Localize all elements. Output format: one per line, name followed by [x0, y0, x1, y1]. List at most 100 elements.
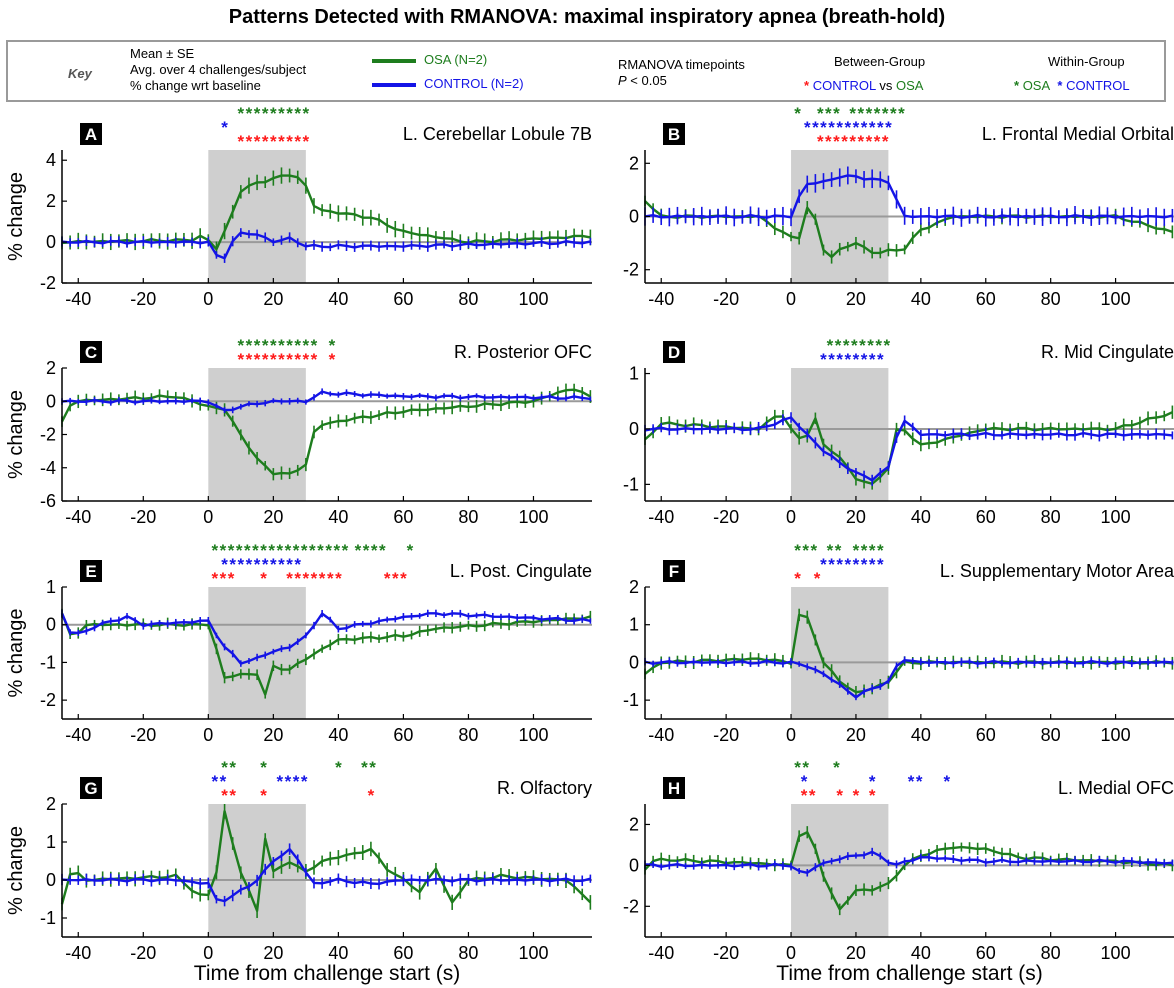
- sig-star-within-control: *: [861, 350, 868, 369]
- sig-star-within-control: *: [828, 350, 835, 369]
- rmanova-threshold: P < 0.05: [618, 73, 667, 88]
- x-tick-label: 80: [458, 943, 478, 963]
- sig-star-within-osa: *: [286, 104, 293, 123]
- sig-star-between: *: [238, 350, 245, 369]
- osa-legend-line: [372, 59, 416, 63]
- sig-star-within-osa: *: [866, 104, 873, 123]
- x-axis-label: Time from challenge start (s): [776, 962, 1042, 985]
- sig-star-between: *: [833, 132, 840, 151]
- x-tick-label: -40: [648, 943, 674, 963]
- sig-star-within-osa: *: [898, 104, 905, 123]
- sig-star-between: *: [286, 132, 293, 151]
- sig-star-within-osa: *: [238, 104, 245, 123]
- sig-star-between: *: [303, 569, 310, 588]
- region-title: L. Medial OFC: [1058, 778, 1174, 798]
- sig-star-within-osa: *: [890, 104, 897, 123]
- sig-star-within-osa: *: [851, 336, 858, 355]
- sig-star-between: *: [319, 569, 326, 588]
- sig-star-between: *: [368, 786, 375, 805]
- sig-star-within-control: *: [812, 118, 819, 137]
- x-tick-label: -20: [130, 725, 156, 745]
- sig-star-within-osa: *: [246, 104, 253, 123]
- x-tick-label: 20: [263, 725, 283, 745]
- sig-star-within-control: *: [278, 555, 285, 574]
- sig-star-within-osa: *: [270, 336, 277, 355]
- x-tick-label: -40: [65, 943, 91, 963]
- sig-star-within-osa: *: [335, 758, 342, 777]
- sig-star-within-control: *: [861, 118, 868, 137]
- x-tick-label: 100: [1101, 943, 1131, 963]
- sig-star-within-osa: *: [303, 336, 310, 355]
- sig-star-within-control: *: [836, 555, 843, 574]
- x-tick-label: 80: [1041, 507, 1061, 527]
- y-tick-label: 0: [46, 232, 56, 252]
- sig-star-within-osa: *: [833, 104, 840, 123]
- sig-star-within-control: *: [877, 555, 884, 574]
- sig-star-within-control: *: [845, 555, 852, 574]
- sig-star-between: *: [303, 132, 310, 151]
- sig-star-within-control: *: [294, 555, 301, 574]
- sig-star-between: *: [254, 132, 261, 151]
- sig-star-within-control: *: [828, 555, 835, 574]
- sig-star-within-osa: *: [221, 758, 228, 777]
- sig-star-within-control: *: [869, 118, 876, 137]
- sig-star-between: *: [858, 132, 865, 151]
- sig-star-within-control: *: [877, 350, 884, 369]
- sig-star-within-osa: *: [262, 104, 269, 123]
- sig-star-within-osa: *: [843, 336, 850, 355]
- sig-star-within-control: *: [246, 555, 253, 574]
- sig-star-between: *: [262, 350, 269, 369]
- key-note-mean: Mean ± SE: [130, 46, 195, 61]
- key-note-avg: Avg. over 4 challenges/subject: [130, 62, 307, 77]
- sig-star-within-osa: *: [333, 541, 340, 560]
- sig-star-within-control: *: [853, 118, 860, 137]
- sig-star-within-control: *: [801, 772, 808, 791]
- challenge-window-shade: [791, 587, 889, 719]
- sig-star-within-osa: *: [874, 104, 881, 123]
- x-tick-label: -20: [130, 943, 156, 963]
- x-tick-label: 100: [518, 943, 548, 963]
- sig-star-between: *: [384, 569, 391, 588]
- sig-star-between: *: [229, 786, 236, 805]
- sig-star-between: *: [246, 132, 253, 151]
- series-line-control: [61, 231, 591, 260]
- x-axis-label: Time from challenge start (s): [194, 962, 460, 985]
- sig-star-between: *: [294, 569, 301, 588]
- sig-star-between: *: [335, 569, 342, 588]
- sig-star-within-osa: *: [810, 541, 817, 560]
- sig-star-within-osa: *: [317, 541, 324, 560]
- y-tick-label: 1: [46, 577, 56, 597]
- sig-star-within-osa: *: [342, 541, 349, 560]
- y-tick-label: -2: [623, 260, 639, 280]
- rmanova-p: P: [618, 73, 627, 88]
- x-tick-label: -40: [648, 725, 674, 745]
- sig-star-within-control: *: [916, 772, 923, 791]
- within-osa-text: OSA: [1022, 78, 1051, 93]
- x-tick-label: 100: [1101, 725, 1131, 745]
- x-tick-label: 20: [846, 507, 866, 527]
- sig-star-within-osa: *: [311, 336, 318, 355]
- rmanova-label: RMANOVA timepoints: [618, 57, 745, 72]
- sig-star-between: *: [270, 132, 277, 151]
- sig-star-within-osa: *: [802, 758, 809, 777]
- sig-star-between: *: [212, 569, 219, 588]
- challenge-window-shade: [208, 150, 306, 283]
- sig-star-within-osa: *: [252, 541, 259, 560]
- region-title: R. Mid Cingulate: [1041, 342, 1174, 362]
- region-title: R. Posterior OFC: [454, 342, 592, 362]
- sig-star-within-osa: *: [228, 541, 235, 560]
- sig-star-within-osa: *: [883, 336, 890, 355]
- sig-star-within-osa: *: [229, 758, 236, 777]
- sig-star-between: *: [228, 569, 235, 588]
- sig-star-within-osa: *: [877, 541, 884, 560]
- between-vs-text: vs: [879, 78, 893, 93]
- sig-star-within-osa: *: [212, 541, 219, 560]
- y-tick-label: 1: [629, 364, 639, 384]
- y-tick-label: 1: [629, 615, 639, 635]
- x-tick-label: 40: [911, 507, 931, 527]
- x-tick-label: 60: [393, 943, 413, 963]
- x-tick-label: 80: [1041, 289, 1061, 309]
- sig-star-within-osa: *: [802, 541, 809, 560]
